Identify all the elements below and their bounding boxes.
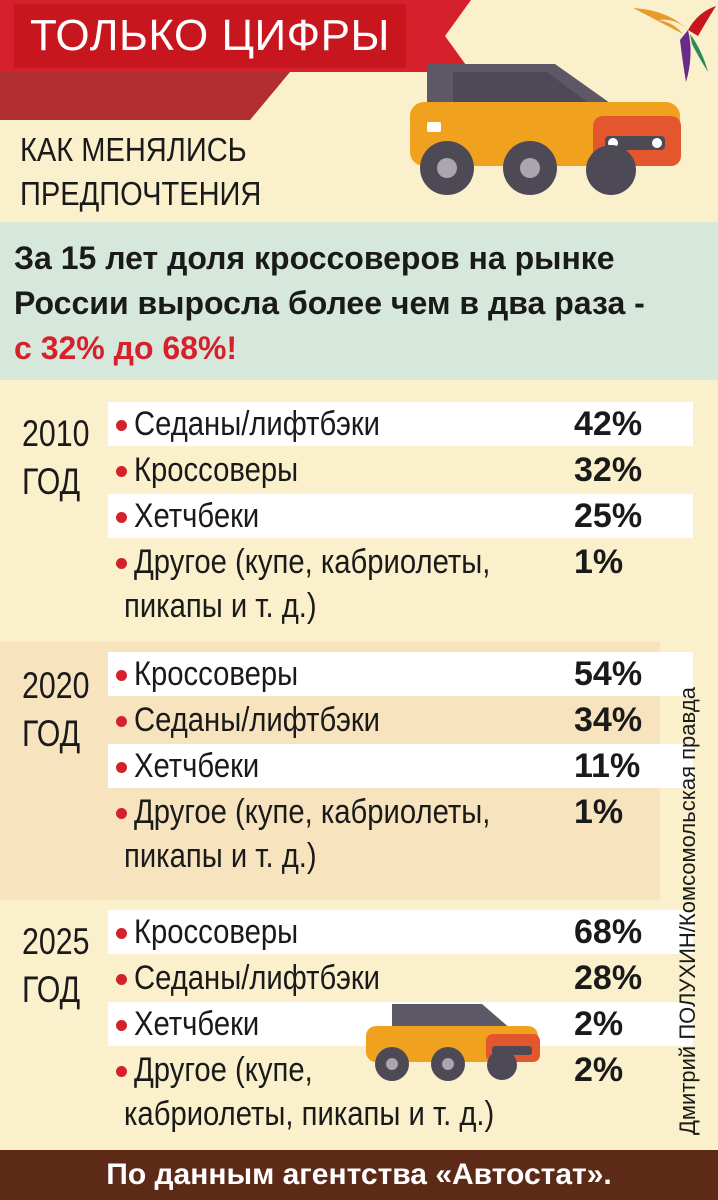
small-car-icon [366,1004,540,1081]
bullet-dot-icon [116,1066,127,1077]
category-label: Хетчбеки [134,1005,260,1043]
table-row: Седаны/лифтбэки 34% [108,698,693,742]
category-label: Хетчбеки [134,747,260,785]
table-row: Кроссоверы 68% [108,910,693,954]
car-icon [410,64,681,195]
share-value: 1% [574,793,624,831]
category-label: Кроссоверы [134,913,299,951]
table-row: Седаны/лифтбэки 28% [108,956,693,1000]
bullet-dot-icon [116,928,127,939]
year-number: 2020 [22,665,90,706]
share-value: 54% [574,655,643,693]
bullet-dot-icon [116,716,127,727]
lead-line-1: За 15 лет доля кроссоверов на рынке [14,240,615,276]
share-value: 1% [574,543,624,581]
category-label-continued: пикапы и т. д.) [124,837,317,875]
category-label: Кроссоверы [134,655,299,693]
share-value: 34% [574,701,643,739]
share-value: 68% [574,913,643,951]
share-value: 28% [574,959,643,997]
share-value: 11% [574,747,641,785]
category-label: Другое (купе, кабриолеты, [134,543,491,581]
share-value: 42% [574,405,643,443]
share-value: 2% [574,1005,624,1043]
year-label: 2010 ГОД [22,410,89,506]
category-label: Другое (купе, кабриолеты, [134,793,491,831]
table-row: Другое (купе, кабриолеты, 1% [108,540,693,584]
table-row: Хетчбеки 2% [108,1002,693,1046]
rubric-banner: ТОЛЬКО ЦИФРЫ [0,0,471,72]
year-label: 2025 ГОД [22,918,89,1014]
table-row: Кроссоверы 54% [108,652,693,696]
year-number: 2010 [22,413,90,454]
rubric-title: ТОЛЬКО ЦИФРЫ [14,4,406,68]
bullet-dot-icon [116,974,127,985]
category-label: Седаны/лифтбэки [134,405,381,443]
lead-line-2: России выросла более чем в два раза - [14,285,645,321]
bullet-dot-icon [116,558,127,569]
bullet-dot-icon [116,512,127,523]
share-value: 2% [574,1051,624,1089]
table-row: Другое (купе, кабриолеты, 1% [108,790,693,834]
year-section-2025: 2025 ГОД Кроссоверы 68% Седаны/лифтбэки 28% Хе… [0,900,693,1150]
share-value: 32% [574,451,643,489]
lead-block: За 15 лет доля кроссоверов на рынке Росс… [0,222,718,380]
table-row: Седаны/лифтбэки 42% [108,402,693,446]
category-label-continued: кабриолеты, пикапы и т. д.) [124,1095,495,1133]
bullet-dot-icon [116,466,127,477]
bullet-dot-icon [116,1020,127,1031]
bullet-dot-icon [116,670,127,681]
table-row: Хетчбеки 11% [108,744,693,788]
year-number: 2025 [22,921,90,962]
table-row: Кроссоверы 32% [108,448,693,492]
category-label: Кроссоверы [134,451,299,489]
category-label: Седаны/лифтбэки [134,959,381,997]
subtitle-line-1: КАК МЕНЯЛИСЬ [20,131,247,168]
year-word: ГОД [22,461,81,502]
banner-fold-decoration [0,72,290,120]
year-word: ГОД [22,969,81,1010]
table-row: Хетчбеки 25% [108,494,693,538]
source-footer: По данным агентства «Автостат». [0,1150,718,1200]
bullet-dot-icon [116,762,127,773]
lead-highlight: с 32% до 68%! [14,330,238,366]
year-section-2020: 2020 ГОД Кроссоверы 54% Седаны/лифтбэки 34% Хе… [0,642,693,900]
category-label: Седаны/лифтбэки [134,701,381,739]
year-section-2010: 2010 ГОД Седаны/лифтбэки 42% Кроссоверы 32% Хе… [0,392,693,642]
share-value: 25% [574,497,643,535]
category-label: Другое (купе, [134,1051,313,1089]
table-row: Другое (купе, 2% [108,1048,693,1092]
bird-icon [633,6,716,82]
bullet-dot-icon [116,808,127,819]
year-label: 2020 ГОД [22,662,89,758]
category-label-continued: пикапы и т. д.) [124,587,317,625]
photo-credit: Дмитрий ПОЛУХИН/Комсомольская правда [675,687,700,1135]
category-label: Хетчбеки [134,497,260,535]
year-word: ГОД [22,713,81,754]
bullet-dot-icon [116,420,127,431]
